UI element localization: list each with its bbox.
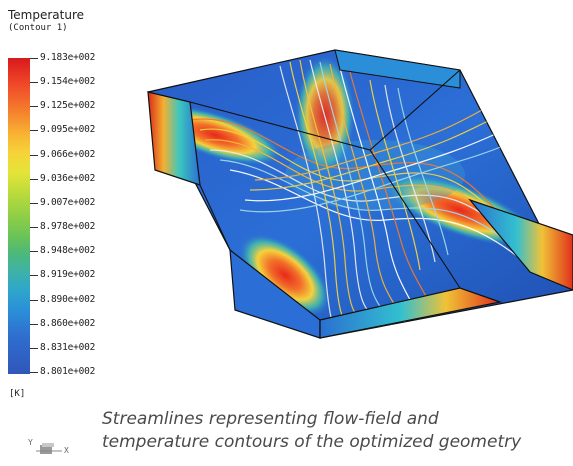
legend-tick [30, 58, 38, 59]
flow-visualization [147, 49, 573, 339]
legend-tick [30, 130, 38, 131]
legend-tick [30, 324, 38, 325]
legend-value: 8.919e+002 [40, 269, 96, 280]
legend-subtitle: (Contour 1) [8, 23, 68, 33]
legend-value: 8.948e+002 [40, 245, 96, 256]
right-wall [468, 198, 573, 291]
legend-value: 8.831e+002 [40, 342, 96, 353]
legend-tick [30, 300, 38, 301]
legend-value: 9.125e+002 [40, 100, 96, 111]
legend-value: 9.036e+002 [40, 173, 96, 184]
legend-tick [30, 251, 38, 252]
svg-text:Y: Y [28, 438, 33, 447]
legend-tick [30, 203, 38, 204]
legend-tick [30, 106, 38, 107]
axis-triad-icon: Y X [28, 438, 69, 455]
legend-tick [30, 179, 38, 180]
legend-title: Temperature [8, 8, 85, 22]
legend-value: 8.860e+002 [40, 318, 96, 329]
legend-value: 9.007e+002 [40, 197, 96, 208]
legend-value: 9.095e+002 [40, 124, 96, 135]
legend-value: 9.066e+002 [40, 149, 96, 160]
legend-unit: [K] [9, 389, 26, 399]
legend-tick [30, 155, 38, 156]
back-wall [334, 49, 461, 89]
legend-value: 9.183e+002 [40, 52, 96, 63]
legend-tick [30, 82, 38, 83]
figure-caption: Streamlines representing flow-field and … [102, 408, 573, 454]
color-bar [8, 58, 30, 374]
legend-value: 8.890e+002 [40, 294, 96, 305]
caption-line-1: Streamlines representing flow-field and [102, 409, 439, 429]
legend-tick [30, 227, 38, 228]
legend-value: 8.801e+002 [40, 366, 96, 377]
legend-tick [30, 275, 38, 276]
legend-value: 9.154e+002 [40, 76, 96, 87]
svg-text:X: X [64, 446, 69, 455]
legend-value: 8.978e+002 [40, 221, 96, 232]
caption-line-2: temperature contours of the optimized ge… [102, 432, 522, 452]
legend-tick [30, 372, 38, 373]
legend-tick [30, 348, 38, 349]
